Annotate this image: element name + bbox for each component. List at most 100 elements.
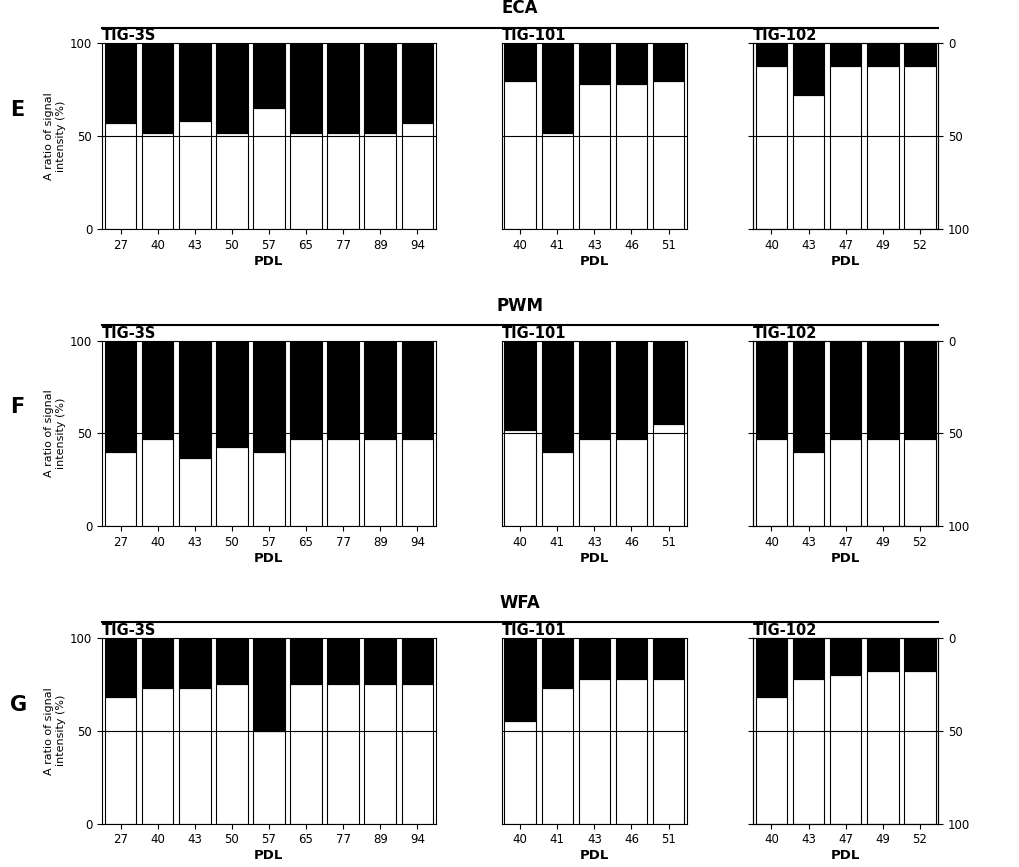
Bar — [253, 638, 284, 731]
Bar — [327, 133, 359, 229]
Bar — [829, 66, 861, 229]
Bar — [792, 341, 823, 452]
Bar — [253, 43, 284, 108]
Text: TIG-102: TIG-102 — [752, 29, 816, 43]
Text: WFA: WFA — [499, 594, 540, 612]
Bar — [792, 638, 823, 679]
Bar — [578, 679, 609, 824]
Bar — [615, 341, 647, 439]
Text: TIG-101: TIG-101 — [501, 326, 566, 341]
Bar — [178, 688, 210, 824]
Bar — [142, 341, 173, 439]
Bar — [578, 84, 609, 229]
Bar — [504, 638, 535, 721]
X-axis label: PDL: PDL — [830, 255, 859, 268]
Text: TIG-101: TIG-101 — [501, 29, 566, 43]
Bar — [755, 43, 787, 66]
Bar — [364, 684, 395, 824]
Bar — [755, 66, 787, 229]
Text: TIG-3S: TIG-3S — [102, 326, 156, 341]
Bar — [178, 43, 210, 121]
Bar — [178, 121, 210, 229]
Bar — [652, 43, 684, 81]
X-axis label: PDL: PDL — [254, 849, 283, 862]
Text: PWM: PWM — [496, 297, 543, 315]
Bar — [652, 424, 684, 526]
Bar — [866, 439, 898, 526]
X-axis label: PDL: PDL — [254, 255, 283, 268]
Bar — [401, 638, 433, 684]
Text: ECA: ECA — [501, 0, 538, 17]
Bar — [290, 638, 321, 684]
Text: G: G — [10, 694, 28, 714]
Bar — [142, 638, 173, 688]
Bar — [290, 684, 321, 824]
Bar — [364, 43, 395, 133]
Text: TIG-3S: TIG-3S — [102, 623, 156, 638]
Bar — [364, 133, 395, 229]
Bar — [903, 671, 934, 824]
Bar — [578, 43, 609, 84]
Bar — [178, 638, 210, 688]
Bar — [903, 439, 934, 526]
Bar — [541, 452, 573, 526]
Bar — [903, 638, 934, 671]
Bar — [401, 684, 433, 824]
Bar — [792, 452, 823, 526]
Bar — [615, 439, 647, 526]
Bar — [829, 638, 861, 675]
Bar — [541, 341, 573, 452]
Bar — [216, 684, 248, 824]
Text: E: E — [10, 101, 24, 121]
X-axis label: PDL: PDL — [579, 255, 608, 268]
Text: TIG-102: TIG-102 — [752, 623, 816, 638]
Bar — [578, 439, 609, 526]
Bar — [327, 43, 359, 133]
Bar — [903, 341, 934, 439]
Bar — [541, 133, 573, 229]
X-axis label: PDL: PDL — [830, 849, 859, 862]
Text: TIG-102: TIG-102 — [752, 326, 816, 341]
Bar — [105, 452, 137, 526]
Bar — [755, 439, 787, 526]
Bar — [178, 458, 210, 526]
Bar — [364, 638, 395, 684]
Bar — [541, 638, 573, 688]
Bar — [829, 43, 861, 66]
Bar — [142, 439, 173, 526]
Bar — [866, 671, 898, 824]
Bar — [105, 123, 137, 229]
Bar — [903, 66, 934, 229]
Bar — [105, 697, 137, 824]
Text: F: F — [10, 397, 24, 418]
Bar — [401, 439, 433, 526]
Bar — [216, 341, 248, 447]
Bar — [541, 43, 573, 133]
Bar — [652, 341, 684, 424]
Text: TIG-3S: TIG-3S — [102, 29, 156, 43]
Bar — [105, 341, 137, 452]
Y-axis label: A ratio of signal
intensity (%): A ratio of signal intensity (%) — [44, 687, 66, 774]
Bar — [142, 688, 173, 824]
Bar — [866, 638, 898, 671]
X-axis label: PDL: PDL — [579, 552, 608, 565]
Bar — [401, 43, 433, 123]
Bar — [105, 638, 137, 697]
Bar — [142, 133, 173, 229]
Bar — [792, 679, 823, 824]
Bar — [364, 439, 395, 526]
Bar — [792, 43, 823, 95]
Bar — [578, 638, 609, 679]
Bar — [142, 43, 173, 133]
Text: TIG-101: TIG-101 — [501, 623, 566, 638]
Bar — [829, 341, 861, 439]
Bar — [504, 721, 535, 824]
Bar — [866, 43, 898, 66]
Bar — [253, 452, 284, 526]
Bar — [504, 341, 535, 430]
Y-axis label: A ratio of signal
intensity (%): A ratio of signal intensity (%) — [44, 93, 66, 180]
Bar — [178, 341, 210, 458]
Bar — [755, 341, 787, 439]
Bar — [578, 341, 609, 439]
X-axis label: PDL: PDL — [830, 552, 859, 565]
